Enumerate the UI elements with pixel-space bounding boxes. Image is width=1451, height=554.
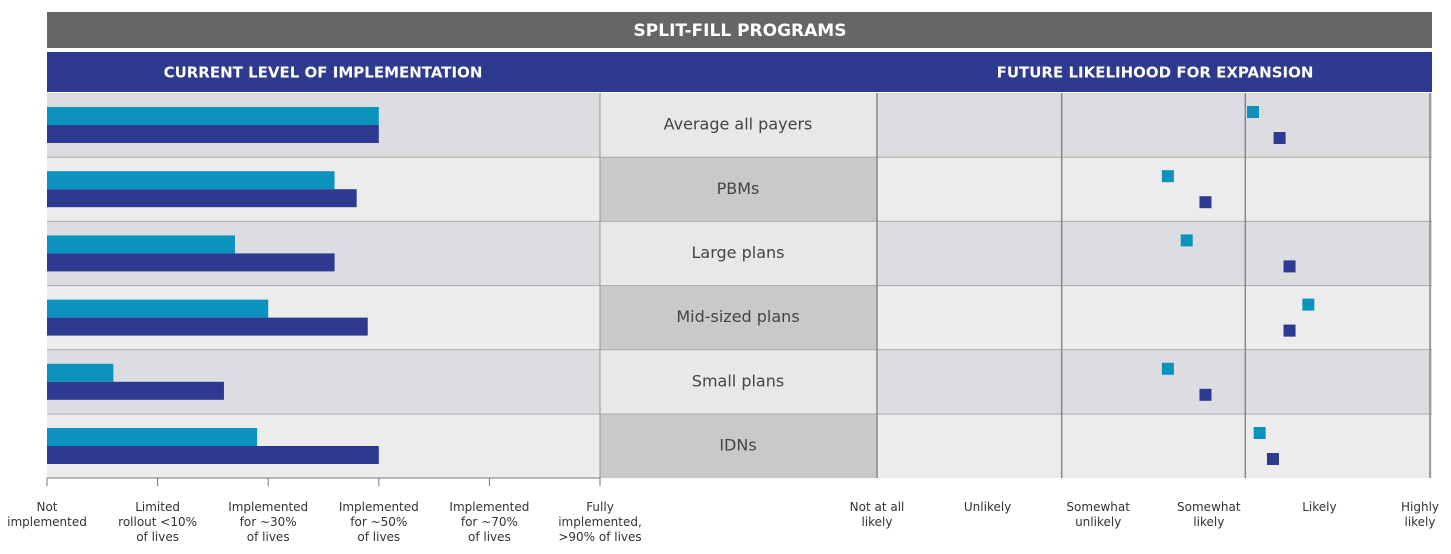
x-tick-label: Likely [1302, 500, 1337, 514]
x-tick-label: Highly likely [1400, 500, 1439, 529]
bar [47, 253, 335, 272]
row-bg [877, 221, 1432, 286]
title-bar [47, 12, 1432, 48]
x-tick-label: Implemented for ~70% of lives [449, 500, 530, 544]
label-bg [600, 285, 877, 350]
x-tick-label: Not implemented [7, 500, 87, 529]
dot [1199, 196, 1212, 209]
bar [47, 446, 379, 464]
label-bg [600, 157, 877, 222]
title: SPLIT-FILL PROGRAMS [634, 21, 847, 41]
bar [47, 235, 236, 254]
bar [47, 381, 224, 400]
label-bg [600, 414, 877, 479]
category-label: IDNs [719, 436, 756, 455]
x-tick-label: Not at all likely [849, 500, 905, 529]
x-tick-label: Unlikely [963, 500, 1012, 514]
row-bg [877, 349, 1432, 414]
x-tick-label: Limited rollout <10% of lives [118, 500, 198, 544]
bar [47, 171, 335, 190]
dot [1302, 298, 1315, 311]
label-bg [600, 221, 877, 286]
label-bg [600, 349, 877, 414]
dot [1273, 132, 1286, 144]
bar [47, 125, 379, 143]
left-header: CURRENT LEVEL OF IMPLEMENTATION [164, 64, 483, 82]
row-bg [877, 93, 1432, 158]
bar [47, 363, 114, 382]
right-header: FUTURE LIKELIHOOD FOR EXPANSION [997, 64, 1314, 82]
category-label: Large plans [692, 243, 785, 262]
x-tick-label: Implemented for ~30% of lives [228, 500, 309, 544]
dot [1283, 260, 1296, 273]
x-tick-label: Somewhat likely [1177, 500, 1241, 529]
category-label: Small plans [692, 371, 784, 390]
dot [1247, 106, 1260, 118]
dot [1180, 234, 1193, 247]
row-bg [877, 285, 1432, 350]
category-label: Average all payers [664, 115, 813, 134]
category-label: PBMs [717, 179, 760, 198]
dot [1283, 324, 1296, 337]
dot [1253, 427, 1266, 439]
dot [1266, 453, 1279, 465]
label-bg [600, 93, 877, 158]
bar [47, 189, 357, 208]
row-bg [877, 157, 1432, 222]
x-tick-label: Fully implemented, >90% of lives [558, 500, 642, 544]
row-bg [877, 414, 1432, 479]
dot [1199, 388, 1212, 401]
bar [47, 107, 379, 125]
bar [47, 428, 258, 446]
x-tick-label: Somewhat unlikely [1066, 500, 1130, 529]
header-bar [47, 52, 1432, 92]
dot [1161, 170, 1174, 183]
bar [47, 317, 368, 336]
bar [47, 299, 269, 318]
dot [1161, 362, 1174, 375]
x-tick-label: Implemented for ~50% of lives [338, 500, 419, 544]
category-label: Mid-sized plans [676, 307, 799, 326]
